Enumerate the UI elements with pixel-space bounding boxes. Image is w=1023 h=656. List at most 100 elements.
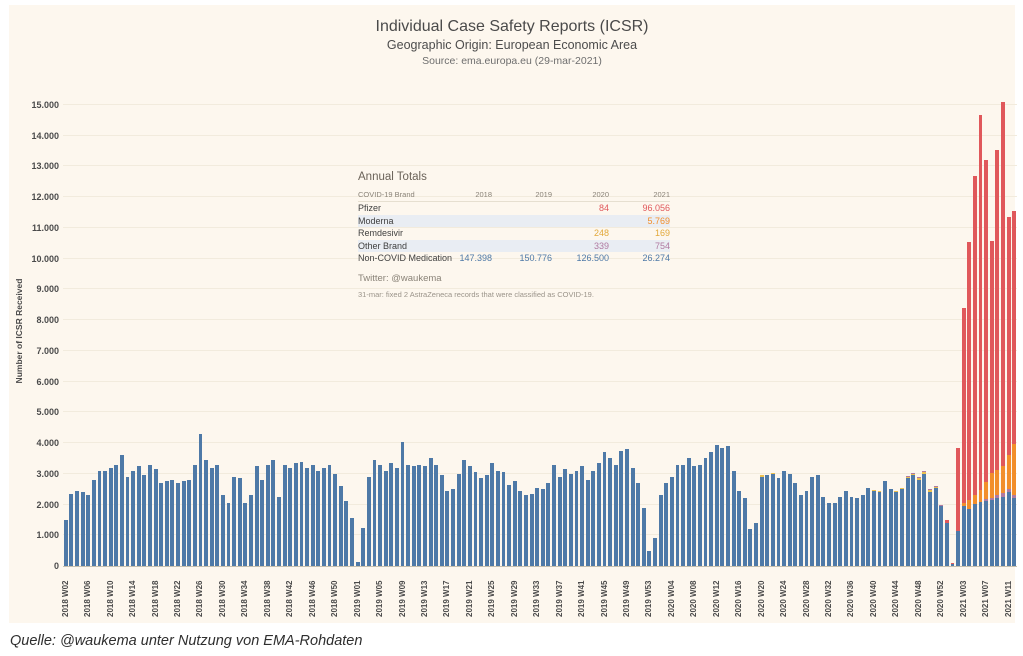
bar[interactable]: [922, 470, 927, 566]
bar[interactable]: [439, 475, 444, 566]
bar[interactable]: [91, 479, 96, 566]
bar[interactable]: [479, 478, 484, 566]
annual-row-0[interactable]: Pfizer 84 96.056: [358, 202, 670, 215]
bar[interactable]: [625, 449, 629, 566]
bar[interactable]: [568, 473, 573, 566]
bar[interactable]: [815, 475, 820, 566]
bar[interactable]: [563, 469, 568, 566]
bar[interactable]: [176, 483, 180, 566]
bar[interactable]: [456, 473, 461, 566]
bar[interactable]: [675, 464, 680, 566]
bar[interactable]: [703, 458, 708, 566]
bar[interactable]: [585, 479, 590, 566]
bar[interactable]: [737, 490, 742, 566]
bar[interactable]: [804, 490, 809, 566]
bar[interactable]: [1012, 211, 1017, 566]
bar[interactable]: [524, 495, 528, 566]
bar[interactable]: [647, 551, 652, 566]
bar[interactable]: [961, 307, 966, 566]
bar[interactable]: [282, 464, 287, 566]
bar[interactable]: [383, 470, 388, 566]
bar[interactable]: [310, 464, 315, 566]
bar[interactable]: [928, 489, 932, 566]
bar[interactable]: [782, 470, 787, 566]
bar[interactable]: [989, 240, 994, 566]
bar[interactable]: [596, 463, 601, 566]
bar[interactable]: [321, 467, 326, 566]
bar[interactable]: [518, 490, 523, 566]
bar[interactable]: [557, 476, 562, 566]
bar[interactable]: [338, 486, 343, 566]
annual-row-3[interactable]: Other Brand 339 754: [358, 239, 670, 253]
bar[interactable]: [232, 476, 237, 566]
bar[interactable]: [529, 493, 534, 566]
bar[interactable]: [333, 473, 338, 566]
bar[interactable]: [69, 493, 74, 566]
bar[interactable]: [299, 461, 304, 566]
bar[interactable]: [142, 475, 147, 566]
bar[interactable]: [406, 464, 411, 566]
bar[interactable]: [215, 464, 220, 566]
bar[interactable]: [664, 483, 669, 566]
bar[interactable]: [192, 464, 197, 566]
bar[interactable]: [467, 466, 472, 566]
bar[interactable]: [720, 447, 725, 566]
bar[interactable]: [900, 487, 904, 566]
bar[interactable]: [669, 476, 674, 566]
bar[interactable]: [226, 503, 231, 566]
bar[interactable]: [417, 464, 422, 566]
bar[interactable]: [355, 562, 360, 566]
bar[interactable]: [714, 444, 719, 566]
bar[interactable]: [905, 475, 910, 566]
bar[interactable]: [849, 496, 854, 566]
bar[interactable]: [131, 470, 136, 566]
bar[interactable]: [108, 467, 113, 566]
bar[interactable]: [344, 501, 349, 566]
bar[interactable]: [434, 464, 439, 566]
bar[interactable]: [501, 472, 506, 566]
bar[interactable]: [535, 487, 540, 566]
bar[interactable]: [316, 470, 321, 566]
bar[interactable]: [237, 478, 242, 566]
annual-row-4[interactable]: Non-COVID Medication 147.398 150.776 126…: [358, 252, 670, 265]
bar[interactable]: [602, 452, 607, 566]
bar[interactable]: [608, 458, 613, 566]
bar[interactable]: [1006, 216, 1011, 566]
bar[interactable]: [1001, 101, 1005, 566]
bar[interactable]: [821, 496, 826, 566]
bar[interactable]: [939, 505, 944, 566]
bar[interactable]: [327, 464, 332, 566]
bar[interactable]: [776, 478, 781, 566]
bar[interactable]: [613, 464, 618, 566]
bar[interactable]: [187, 479, 192, 566]
bar[interactable]: [249, 495, 253, 566]
bar[interactable]: [153, 469, 158, 566]
bar[interactable]: [495, 470, 500, 566]
bar[interactable]: [389, 463, 394, 566]
bar[interactable]: [972, 176, 977, 566]
bar[interactable]: [164, 481, 169, 566]
bar[interactable]: [428, 458, 433, 566]
bar[interactable]: [630, 467, 635, 566]
bar[interactable]: [888, 489, 893, 566]
bar[interactable]: [97, 470, 102, 566]
bar[interactable]: [995, 149, 1000, 566]
bar[interactable]: [787, 473, 792, 566]
bar[interactable]: [950, 562, 955, 566]
bar[interactable]: [770, 472, 775, 566]
bar[interactable]: [490, 463, 495, 566]
bar[interactable]: [507, 484, 512, 566]
annual-row-2[interactable]: Remdesivir 248 169: [358, 227, 670, 240]
bar[interactable]: [832, 503, 837, 566]
bar[interactable]: [838, 496, 843, 566]
bar[interactable]: [243, 503, 248, 566]
bar[interactable]: [136, 466, 141, 566]
bar[interactable]: [411, 466, 416, 566]
bar[interactable]: [810, 476, 815, 566]
bar[interactable]: [293, 463, 298, 566]
bar[interactable]: [956, 447, 961, 566]
bar[interactable]: [726, 446, 730, 566]
bar[interactable]: [271, 459, 276, 566]
bar[interactable]: [855, 498, 859, 566]
bar[interactable]: [978, 115, 983, 566]
